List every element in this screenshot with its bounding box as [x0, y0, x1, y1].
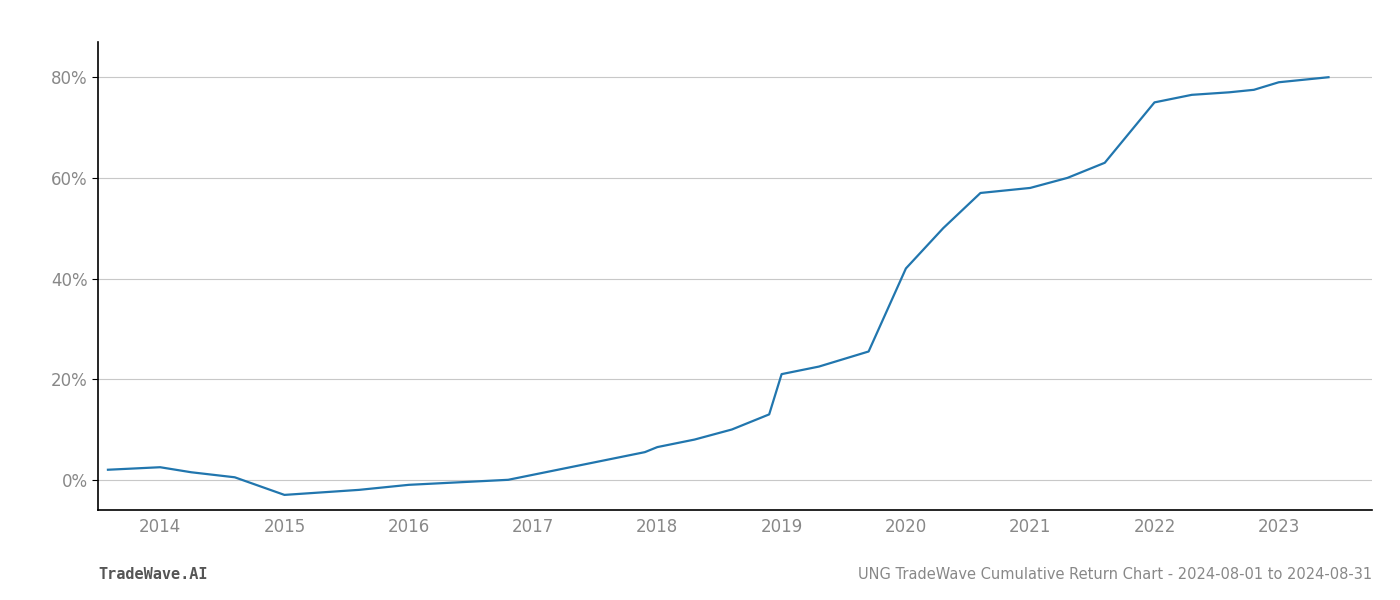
Text: UNG TradeWave Cumulative Return Chart - 2024-08-01 to 2024-08-31: UNG TradeWave Cumulative Return Chart - … — [858, 567, 1372, 582]
Text: TradeWave.AI: TradeWave.AI — [98, 567, 207, 582]
